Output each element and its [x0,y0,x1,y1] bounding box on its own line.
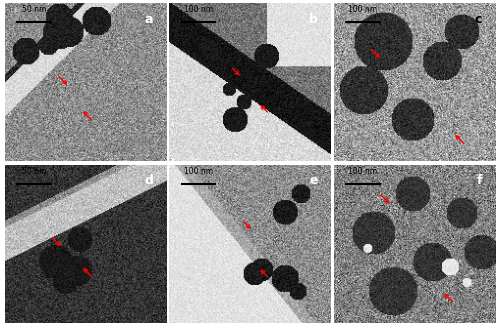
Text: c: c [474,13,482,26]
Text: 50 nm: 50 nm [22,167,46,176]
Text: b: b [309,13,318,26]
Text: f: f [476,174,482,187]
Text: e: e [309,174,318,187]
Text: d: d [144,174,154,187]
Text: 100 nm: 100 nm [184,5,213,14]
Text: 100 nm: 100 nm [184,167,213,176]
Text: a: a [145,13,154,26]
Text: 50 nm: 50 nm [22,5,46,14]
Text: 100 nm: 100 nm [348,167,378,176]
Text: 100 nm: 100 nm [348,5,378,14]
